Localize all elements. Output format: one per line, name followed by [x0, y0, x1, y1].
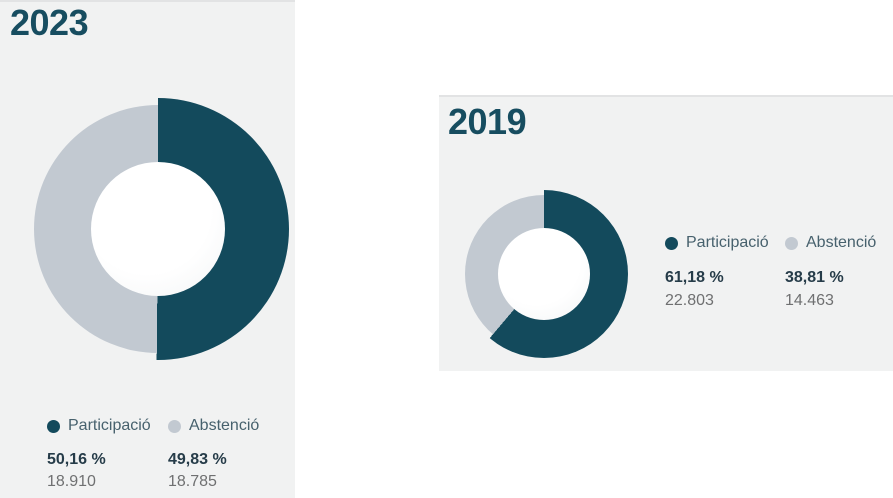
- legend-label-abstencio: Abstenció: [189, 417, 260, 434]
- legend-row: Participació: [665, 234, 769, 252]
- legend-label-participacio: Participació: [68, 417, 151, 434]
- donut-hole: [498, 228, 590, 320]
- legend-label-participacio: Participació: [686, 234, 769, 251]
- abstencio-percent: 49,83 %: [168, 451, 227, 468]
- participacio-count: 18.910: [47, 473, 96, 490]
- legend-row: Abstenció: [168, 417, 259, 435]
- participacio-percent: 61,18 %: [665, 269, 724, 286]
- results-panel-2019: 2019 Participació 61,18 % 22.803 Abstenc…: [439, 95, 893, 371]
- legend-row: Participació: [47, 417, 151, 435]
- legend-item-participacio: Participació 61,18 % 22.803: [665, 234, 769, 310]
- abstencio-dot-icon: [785, 236, 798, 250]
- donut-chart-2023: [27, 98, 289, 360]
- year-title-2023: 2023: [10, 2, 89, 43]
- abstencio-count: 18.785: [168, 473, 217, 490]
- legend-item-abstencio: Abstenció 38,81 % 14.463: [785, 234, 876, 310]
- participacio-dot-icon: [47, 419, 60, 433]
- legend-item-abstencio: Abstenció 49,83 % 18.785: [168, 417, 259, 491]
- legend-label-abstencio: Abstenció: [806, 234, 877, 251]
- participacio-count: 22.803: [665, 292, 714, 309]
- donut-hole: [91, 162, 225, 296]
- results-panel-2023: 2023 Participació 50,16 % 18.910 Abstenc…: [0, 0, 295, 498]
- participacio-dot-icon: [665, 236, 678, 250]
- legend-item-participacio: Participació 50,16 % 18.910: [47, 417, 151, 491]
- abstencio-dot-icon: [168, 419, 181, 433]
- donut-chart-2019: [460, 190, 628, 358]
- legend-row: Abstenció: [785, 234, 876, 252]
- abstencio-count: 14.463: [785, 292, 834, 309]
- year-title-2019: 2019: [448, 101, 527, 142]
- participacio-percent: 50,16 %: [47, 451, 106, 468]
- abstencio-percent: 38,81 %: [785, 269, 844, 286]
